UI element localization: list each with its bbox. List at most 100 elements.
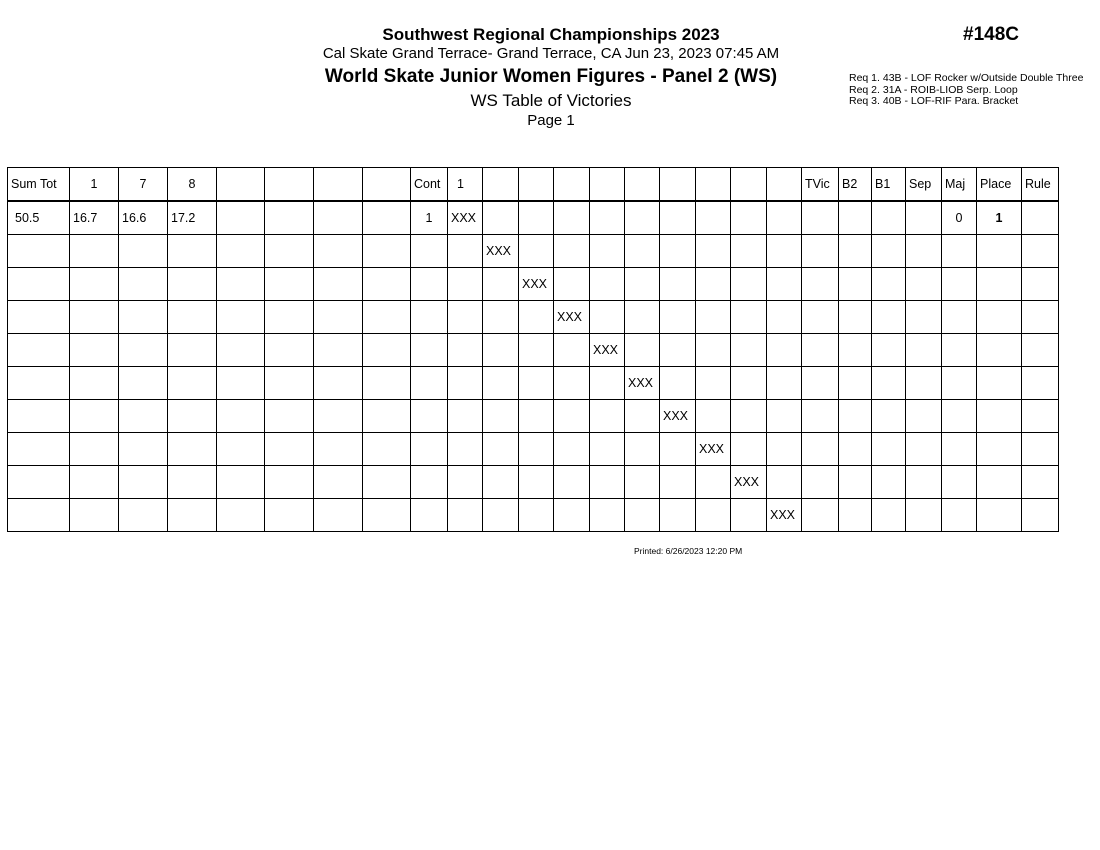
- table-cell: [801, 465, 839, 499]
- table-cell: 1: [976, 200, 1022, 235]
- column-header: [624, 167, 660, 202]
- table-cell: [553, 498, 590, 532]
- table-cell: [7, 300, 70, 334]
- table-cell: [871, 498, 906, 532]
- table-cell: [118, 465, 168, 499]
- table-cell: [518, 399, 554, 433]
- table-cell: [167, 432, 217, 466]
- table-cell: [838, 333, 872, 367]
- column-header: [216, 167, 265, 202]
- table-cell: [730, 432, 767, 466]
- table-cell: [118, 432, 168, 466]
- table-cell: [264, 432, 314, 466]
- table-cell: [118, 300, 168, 334]
- table-cell: [801, 366, 839, 400]
- table-cell: [871, 200, 906, 235]
- table-cell: [730, 267, 767, 301]
- table-cell: [695, 399, 731, 433]
- table-cell: [216, 300, 265, 334]
- event-number: #148C: [963, 24, 1019, 45]
- table-cell: [553, 267, 590, 301]
- requirements-list: Req 1. 43B - LOF Rocker w/Outside Double…: [849, 72, 1083, 108]
- table-cell: [447, 366, 483, 400]
- table-cell: [801, 267, 839, 301]
- table-cell: [905, 465, 942, 499]
- table-cell: [624, 200, 660, 235]
- table-cell: [410, 234, 448, 268]
- table-cell: [553, 432, 590, 466]
- table-cell: [941, 366, 977, 400]
- table-cell: [410, 267, 448, 301]
- table-cell: [264, 234, 314, 268]
- table-cell: 16.7: [69, 200, 119, 235]
- table-cell: [482, 267, 519, 301]
- table-cell: [695, 465, 731, 499]
- table-cell: [589, 432, 625, 466]
- table-cell: [69, 300, 119, 334]
- table-cell: [167, 498, 217, 532]
- table-cell: [7, 267, 70, 301]
- table-cell: [801, 498, 839, 532]
- table-cell: [362, 267, 411, 301]
- table-cell: [518, 234, 554, 268]
- table-cell: [1021, 200, 1059, 235]
- table-cell: [941, 234, 977, 268]
- table-cell: [976, 366, 1022, 400]
- column-header: [482, 167, 519, 202]
- table-cell: [482, 399, 519, 433]
- column-header: 7: [118, 167, 168, 202]
- table-cell: 0: [941, 200, 977, 235]
- table-cell: [69, 498, 119, 532]
- table-cell: [624, 267, 660, 301]
- table-cell: [766, 399, 802, 433]
- table-cell: [695, 300, 731, 334]
- table-cell: [216, 267, 265, 301]
- table-cell: [362, 498, 411, 532]
- report-subtitle: WS Table of Victories: [470, 91, 632, 110]
- table-cell: [801, 200, 839, 235]
- table-cell: [871, 300, 906, 334]
- table-cell: [118, 267, 168, 301]
- table-cell: [976, 399, 1022, 433]
- table-cell: [976, 333, 1022, 367]
- column-header: Place: [976, 167, 1022, 202]
- table-cell: [447, 399, 483, 433]
- table-cell: [264, 267, 314, 301]
- table-cell: [801, 234, 839, 268]
- table-cell: [624, 399, 660, 433]
- table-cell: [264, 366, 314, 400]
- table-cell: [553, 333, 590, 367]
- table-row: XXX: [7, 366, 1059, 400]
- table-cell: [313, 333, 363, 367]
- table-cell: [518, 366, 554, 400]
- table-cell: [482, 498, 519, 532]
- column-header: [695, 167, 731, 202]
- table-cell: [766, 465, 802, 499]
- table-cell: [118, 333, 168, 367]
- table-cell: [1021, 465, 1059, 499]
- table-cell: [624, 333, 660, 367]
- competition-title: Southwest Regional Championships 2023: [382, 25, 720, 44]
- table-cell: [482, 366, 519, 400]
- table-cell: XXX: [589, 333, 625, 367]
- table-cell: XXX: [447, 200, 483, 235]
- table-row: XXX: [7, 333, 1059, 367]
- table-cell: XXX: [659, 399, 696, 433]
- table-cell: [838, 432, 872, 466]
- table-cell: [264, 333, 314, 367]
- table-cell: [167, 234, 217, 268]
- table-cell: [766, 333, 802, 367]
- table-cell: [518, 300, 554, 334]
- table-cell: [313, 300, 363, 334]
- table-cell: [313, 200, 363, 235]
- table-cell: [216, 465, 265, 499]
- column-header: 8: [167, 167, 217, 202]
- table-cell: [589, 300, 625, 334]
- table-cell: [447, 465, 483, 499]
- table-cell: [730, 498, 767, 532]
- table-cell: [1021, 432, 1059, 466]
- table-cell: [313, 498, 363, 532]
- table-cell: [659, 432, 696, 466]
- table-cell: [624, 498, 660, 532]
- table-cell: [7, 432, 70, 466]
